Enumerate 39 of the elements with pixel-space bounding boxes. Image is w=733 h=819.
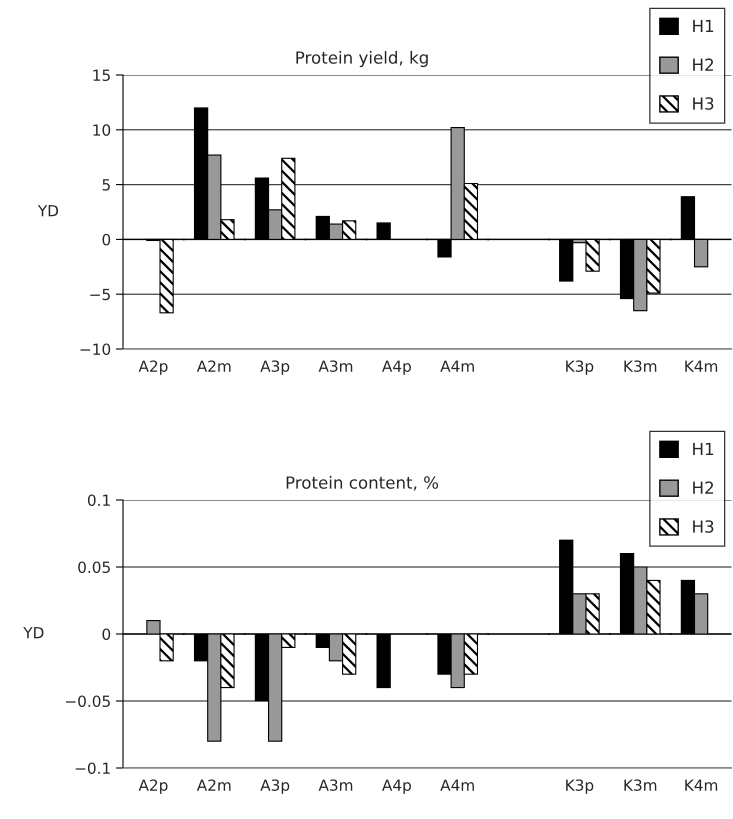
x-tick-label: A3m [318, 779, 352, 791]
y-tick-label: 0.1 [88, 494, 110, 506]
x-tick-label: A3p [260, 779, 290, 794]
y-axis-title: YD [23, 627, 44, 638]
x-tick-label: K3p [566, 779, 594, 794]
x-tick-label: A4m [440, 780, 474, 791]
x-tick-label: K4m [685, 780, 718, 791]
x-tick-label: K3m [624, 360, 656, 372]
y-tick-label: −5 [90, 288, 110, 300]
x-tick-label: K3m [624, 779, 656, 791]
y-tick-label: −0.05 [66, 695, 110, 708]
y-tick-label: 5 [102, 179, 110, 191]
y-tick-label: 15 [93, 70, 110, 82]
legend-label: H3 [693, 520, 714, 533]
y-tick-label: −0.1 [76, 762, 110, 774]
y-tick-label: 0.05 [78, 561, 110, 574]
chart-title: Protein yield, kg [296, 50, 428, 68]
y-tick-label: 0 [102, 628, 110, 640]
x-tick-label: A3p [260, 360, 290, 375]
x-tick-label: A2p [138, 360, 168, 375]
x-tick-label: A2p [138, 779, 168, 794]
x-tick-label: A2m [196, 779, 231, 791]
x-tick-label: A3m [318, 360, 352, 372]
legend-label: H1 [693, 442, 714, 455]
y-tick-label: −10 [80, 343, 110, 356]
y-tick-label: 10 [93, 124, 110, 136]
legend-label: H2 [693, 58, 713, 71]
legend-label: H3 [693, 97, 714, 110]
legend-label: H1 [693, 20, 714, 32]
x-tick-label: A4m [440, 360, 474, 372]
y-tick-label: 0 [102, 234, 110, 246]
chart-title: Protein content, % [286, 476, 438, 491]
x-tick-label: A4p [382, 780, 411, 794]
x-tick-label: A4p [382, 360, 411, 375]
legend-label: H2 [693, 481, 713, 494]
x-tick-label: K3p [566, 360, 594, 375]
x-tick-label: K4m [685, 360, 718, 372]
x-tick-label: A2m [196, 360, 231, 372]
y-axis-title: YD [38, 205, 58, 216]
